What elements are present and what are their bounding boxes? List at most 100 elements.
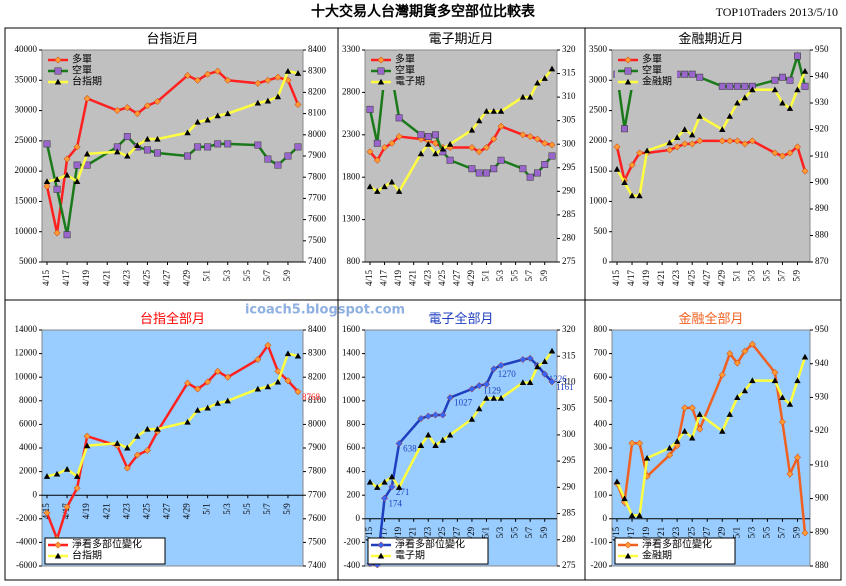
point [490, 365, 498, 373]
y-tick-label: 8000 [19, 395, 38, 405]
point [741, 82, 749, 90]
point [681, 427, 688, 434]
point [214, 67, 222, 75]
point [153, 149, 161, 157]
point [490, 394, 497, 401]
point [153, 97, 161, 106]
point [681, 404, 689, 412]
data-label: 174 [389, 498, 403, 508]
point [786, 400, 794, 407]
legend-label: 多單 [72, 52, 92, 65]
y-tick-label: 800 [347, 256, 361, 266]
y-tick-label: -6000 [16, 560, 37, 570]
y2-tick-label: 285 [562, 209, 576, 219]
y-tick-label: 35000 [15, 74, 38, 84]
x-tick-label: 5/3 [495, 526, 505, 538]
y-tick-label: -400 [344, 560, 361, 570]
point [254, 99, 262, 106]
point [53, 229, 61, 237]
point [254, 79, 262, 87]
y2-tick-label: 900 [815, 177, 829, 187]
point [733, 82, 741, 90]
y-tick-label: 200 [594, 466, 608, 476]
point [194, 76, 202, 84]
point [63, 155, 71, 163]
y2-tick-label: 8000 [308, 418, 327, 428]
point [490, 108, 497, 114]
point [374, 188, 381, 194]
y2-tick-label: 295 [562, 162, 576, 172]
point [123, 133, 131, 141]
y-tick-label: 1200 [342, 371, 361, 381]
charts: 台指近月500010000150002000025000300003500040… [15, 31, 830, 570]
point [254, 141, 262, 149]
point [274, 93, 282, 100]
y-tick-label: 15000 [15, 195, 38, 205]
legend-marker [377, 541, 385, 549]
y-tick-label: 1800 [342, 171, 361, 181]
point [673, 143, 681, 151]
point [204, 70, 212, 78]
point [373, 156, 381, 164]
point [468, 415, 476, 422]
point [184, 152, 192, 160]
point [43, 182, 51, 190]
point [718, 82, 726, 90]
chart: 金融期近月 0 500 1000 1500 2000 2500 3000 3500 870 880 8… [589, 31, 829, 286]
point [643, 147, 651, 154]
x-tick-label: 4/23 [121, 270, 131, 287]
x-tick-label: 4/21 [408, 527, 418, 543]
x-tick-label: 4/21 [656, 527, 666, 543]
point [497, 108, 505, 114]
point [548, 152, 556, 160]
point [726, 82, 734, 90]
y2-tick-label: 920 [815, 124, 829, 134]
chart: 台指全部月 -6000 -4000 -2000 0 2000 4000 6000 8000 100… [15, 311, 327, 570]
y-tick-label: -200 [344, 536, 361, 546]
y2-tick-label: 275 [562, 560, 576, 570]
point [439, 436, 446, 443]
point [519, 379, 527, 386]
point [741, 94, 749, 101]
point [794, 86, 801, 93]
x-tick-label: 4/23 [422, 270, 432, 287]
y2-tick-label: 320 [562, 44, 576, 54]
point [749, 86, 756, 93]
point [224, 140, 232, 148]
point [636, 512, 643, 518]
y2-tick-label: 870 [815, 256, 829, 266]
x-tick-label: 4/27 [701, 270, 711, 287]
point [778, 73, 786, 81]
x-tick-label: 5/1 [481, 270, 491, 282]
data-label: 1129 [483, 386, 501, 396]
x-tick-label: 5/3 [495, 270, 505, 282]
point [417, 414, 425, 423]
point [214, 399, 221, 406]
y-tick-label: 1000 [589, 195, 608, 205]
point [778, 152, 786, 160]
point [124, 152, 131, 159]
point [143, 446, 151, 454]
point [628, 439, 636, 447]
point [741, 387, 749, 394]
chart: 電子期近月 800 1300 1800 2300 2800 3300 275 280 285 290… [342, 31, 576, 286]
point [204, 143, 212, 151]
point [184, 129, 191, 136]
point [526, 132, 534, 141]
point [134, 433, 141, 439]
x-tick-label: 4/23 [671, 270, 681, 287]
point [548, 141, 556, 149]
x-tick-label: 5/5 [242, 503, 252, 515]
point [718, 137, 726, 145]
point [786, 470, 794, 478]
x-tick-label: 4/27 [451, 270, 461, 287]
x-tick-label: 4/27 [701, 526, 711, 543]
point [388, 139, 396, 147]
legend-label: 多單 [642, 52, 662, 65]
x-tick-label: 4/19 [81, 503, 91, 520]
point [643, 454, 651, 461]
y-tick-label: 2000 [589, 135, 608, 145]
point [497, 156, 505, 164]
legend-label: 金融期 [642, 74, 672, 87]
point [733, 137, 741, 145]
